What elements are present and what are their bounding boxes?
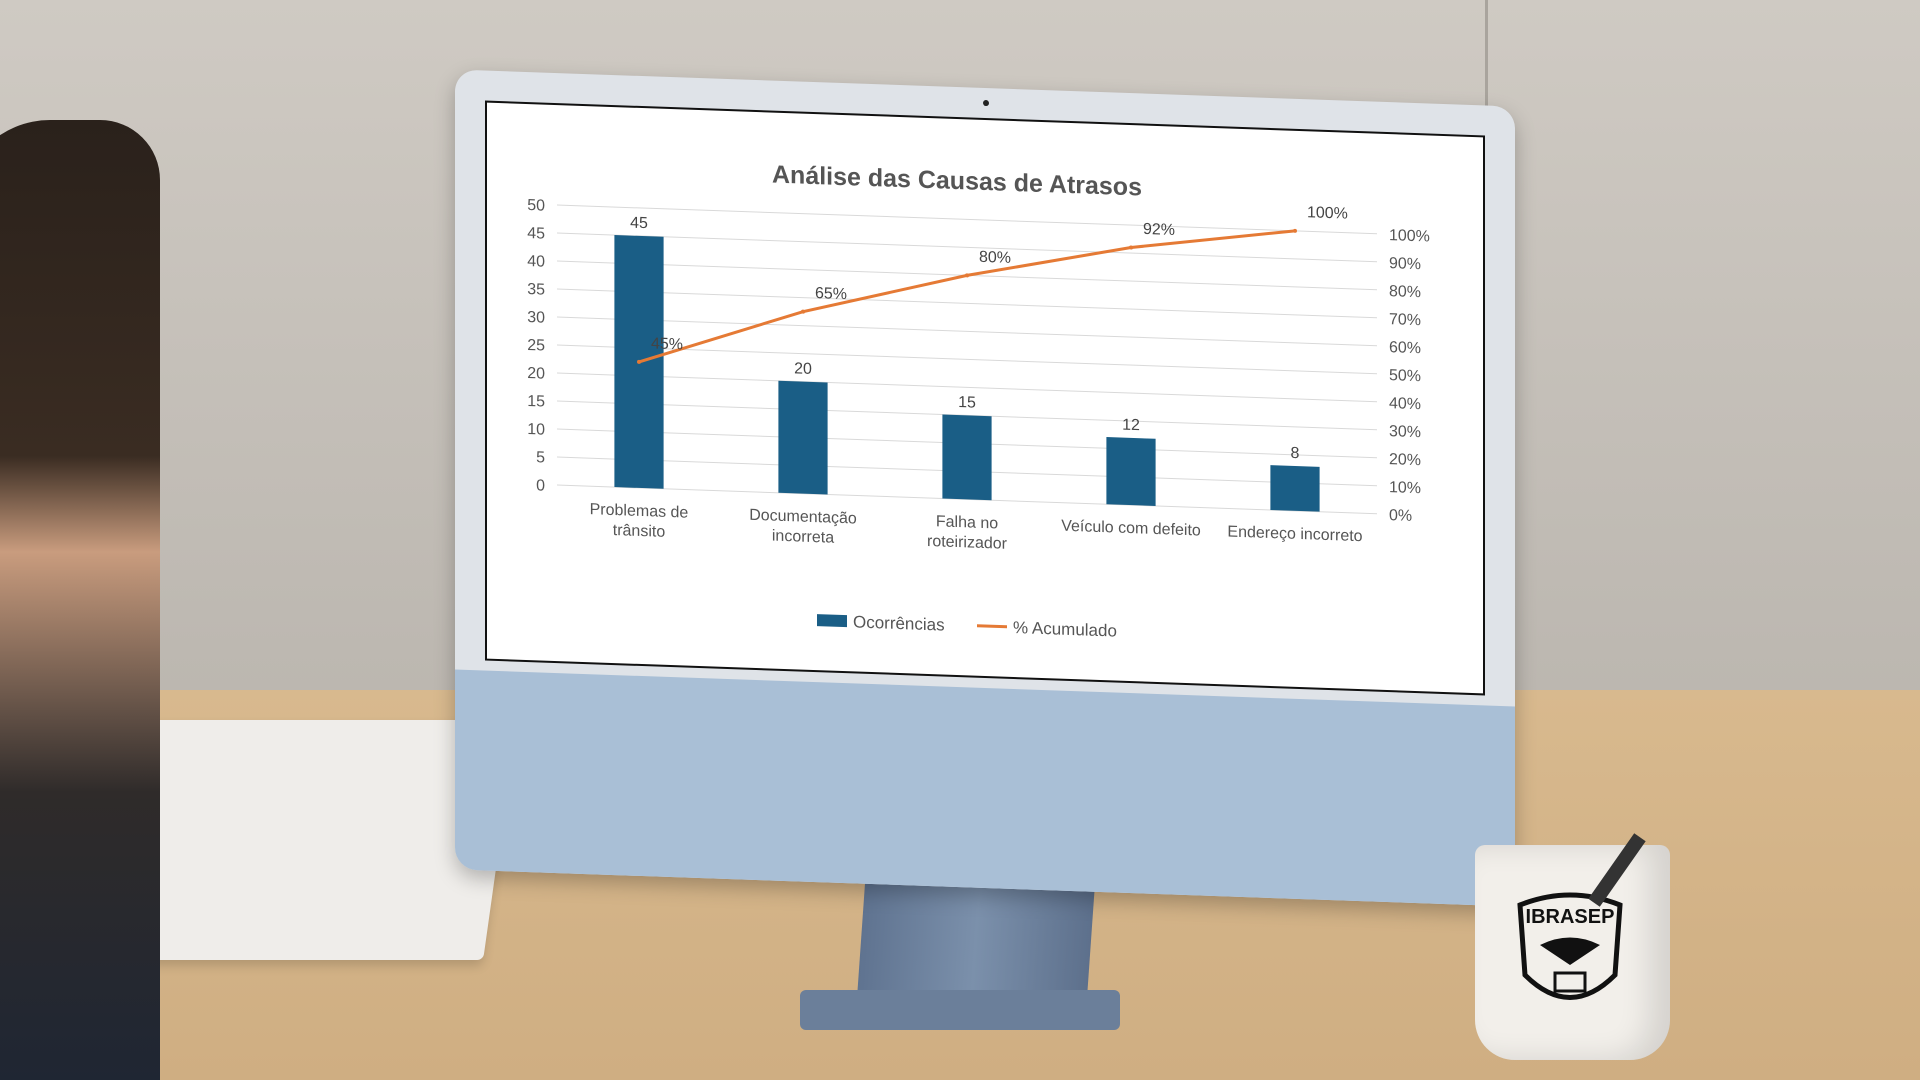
left-tick-label: 45 [527,225,545,243]
line-point [1293,228,1297,233]
legend-swatch-acumulado [977,624,1007,629]
right-tick-label: 60% [1389,339,1421,357]
gridline [557,372,1377,403]
bar [942,414,992,501]
camera [983,99,989,107]
bar-data-label: 20 [794,360,812,378]
category-label: Veículo com defeito [1061,518,1201,540]
right-tick-label: 40% [1389,395,1421,413]
monitor-stand-foot [800,990,1120,1030]
left-tick-label: 10 [527,421,545,439]
right-tick-label: 0% [1389,507,1412,525]
category-label: roteirizador [927,533,1008,553]
bar-data-label: 15 [958,394,976,412]
line-data-label: 65% [815,285,847,303]
category-label: Endereço incorreto [1227,523,1362,545]
gridline [557,204,1377,235]
legend-label-acumulado: % Acumulado [1013,618,1117,641]
left-tick-label: 35 [527,281,545,299]
gridline [557,288,1377,319]
category-label: incorreta [772,528,834,547]
pareto-chart: Análise das Causas de Atrasos 0 5 10 15 20 25… [527,161,1430,641]
cumulative-line [638,229,1296,364]
legend-swatch-ocorrencias [817,614,847,628]
gridline [557,232,1377,263]
screen: Análise das Causas de Atrasos 0 5 10 15 20 25… [485,100,1485,696]
category-label: trânsito [613,522,666,541]
line-data-label: 45% [651,335,683,353]
left-tick-label: 0 [536,477,545,494]
legend: Ocorrências % Acumulado [817,612,1117,641]
line-point [1129,245,1133,250]
line-point [637,359,641,364]
left-tick-label: 50 [527,197,545,215]
monitor-chin [455,669,1515,907]
category-label: Falha no [936,513,998,532]
line-data-label: 92% [1143,221,1175,239]
left-tick-label: 20 [527,365,545,383]
right-tick-label: 20% [1389,451,1421,469]
bar [1106,437,1156,506]
right-tick-label: 70% [1389,311,1421,329]
left-tick-label: 25 [527,337,545,355]
category-label: Problemas de [590,501,689,521]
line-point [965,273,969,278]
bar [1270,465,1320,512]
right-tick-label: 10% [1389,479,1421,497]
line-data-label: 100% [1307,204,1348,222]
right-tick-label: 30% [1389,423,1421,441]
left-tick-label: 15 [527,393,545,411]
bar-data-label: 12 [1122,417,1140,435]
gridline [557,316,1377,347]
category-label: Documentação [749,507,857,528]
left-tick-label: 5 [536,449,545,466]
ibrasep-logo: IBRASEP [1517,892,1623,1000]
monitor: Análise das Causas de Atrasos 0 5 10 15 20 25… [455,69,1515,907]
person [0,120,160,1080]
chart-title: Análise das Causas de Atrasos [772,161,1142,202]
line-data-label: 80% [979,249,1011,267]
bar [778,380,828,495]
left-tick-label: 40 [527,253,545,271]
left-tick-label: 30 [527,309,545,327]
right-tick-label: 90% [1389,255,1421,273]
right-tick-label: 80% [1389,283,1421,301]
svg-text:IBRASEP: IBRASEP [1526,906,1615,928]
bar-data-label: 8 [1291,445,1300,462]
line-point [801,309,805,314]
mug: IBRASEP [1475,845,1670,1060]
bar-data-label: 45 [630,215,648,233]
right-tick-label: 100% [1389,227,1430,245]
legend-label-ocorrencias: Ocorrências [853,612,945,634]
right-tick-label: 50% [1389,367,1421,385]
gridline [557,344,1377,375]
